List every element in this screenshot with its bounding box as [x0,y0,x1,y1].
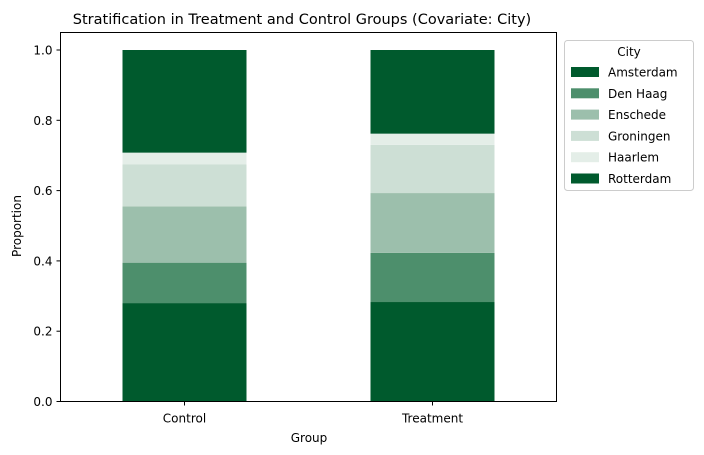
bar-segment-rotterdam-treatment [370,50,495,134]
legend-label: Den Haag [608,87,667,101]
bar-segment-groningen-treatment [370,144,495,194]
legend-label: Rotterdam [608,172,671,186]
x-tick-label: Treatment [401,412,463,426]
bar-segment-haarlem-control [122,152,247,165]
bar-segment-den-haag-treatment [370,252,495,303]
legend-swatch [571,152,599,163]
legend-label: Groningen [608,129,670,143]
bar-segment-rotterdam-control [122,50,247,153]
y-tick-label: 0.4 [33,254,52,268]
y-tick-label: 0.2 [33,325,52,339]
legend-title: City [617,45,641,59]
legend: City Amsterdam Den Haag Enschede Groningen H… [564,40,694,191]
y-tick-label: 1.0 [33,44,52,58]
bar-segment-amsterdam-control [122,303,247,402]
chart-title: Stratification in Treatment and Control … [73,12,531,28]
x-tick-label: Control [163,412,206,426]
legend-label: Enschede [608,108,666,122]
plot-frame [60,32,557,402]
legend-swatch [571,67,599,77]
y-tick-label: 0.8 [33,114,52,128]
legend-swatch [571,173,599,184]
bar-segment-den-haag-control [122,262,247,304]
y-tick-label: 0.6 [33,184,52,198]
bar-segment-amsterdam-treatment [370,302,495,402]
legend-swatch [571,130,599,141]
legend-items: Amsterdam Den Haag Enschede Groningen Haarle… [571,66,678,186]
legend-swatch [571,109,599,120]
bars-layer [122,50,495,402]
bar-segment-haarlem-treatment [370,133,495,145]
bar-segment-enschede-treatment [370,193,495,253]
bar-segment-enschede-control [122,206,247,263]
y-tick-label: 0.0 [33,395,52,409]
y-axis-label: Proportion [10,195,24,257]
x-axis: Control Treatment [163,401,463,426]
legend-swatch [571,88,599,99]
legend-label: Amsterdam [608,66,678,80]
y-axis: 0.0 0.2 0.4 0.6 0.8 1.0 [33,44,61,409]
bar-segment-groningen-control [122,164,247,207]
legend-label: Haarlem [608,151,659,165]
x-axis-label: Group [291,431,328,445]
